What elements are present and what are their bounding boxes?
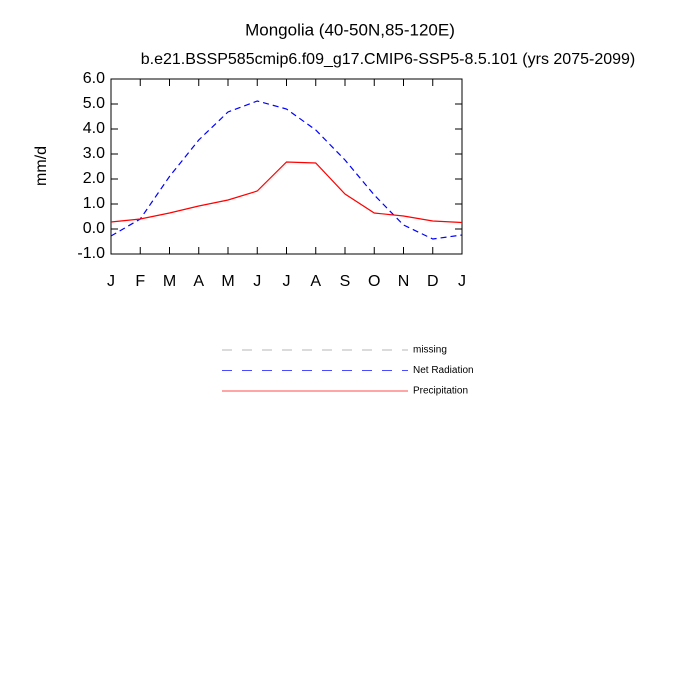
y-tick-label: 1.0 [83, 195, 105, 212]
x-tick-label: M [221, 273, 234, 290]
y-tick-label: 5.0 [83, 95, 105, 112]
x-tick-label: J [283, 273, 291, 290]
chart-title: Mongolia (40-50N,85-120E) [245, 20, 455, 39]
y-tick-label: -1.0 [77, 245, 105, 262]
y-tick-label: 2.0 [83, 170, 105, 187]
x-tick-label: F [135, 273, 145, 290]
x-tick-label: D [427, 273, 439, 290]
x-tick-label: A [310, 273, 321, 290]
y-tick-label: 4.0 [83, 120, 105, 137]
legend-label: Net Radiation [413, 365, 474, 376]
y-tick-label: 3.0 [83, 145, 105, 162]
x-tick-label: J [253, 273, 261, 290]
x-tick-label: J [458, 273, 466, 290]
y-axis-label: mm/d [33, 146, 50, 186]
legend-label: missing [413, 345, 447, 356]
series-line [110, 100, 463, 240]
y-tick-label: 6.0 [83, 70, 105, 87]
chart-subtitle: b.e21.BSSP585cmip6.f09_g17.CMIP6-SSP5-8.… [141, 51, 636, 68]
legend-label: Precipitation [413, 386, 468, 397]
x-tick-label: S [340, 273, 351, 290]
x-tick-label: O [368, 273, 380, 290]
x-tick-label: J [107, 273, 115, 290]
x-tick-label: M [163, 273, 176, 290]
x-tick-label: A [193, 273, 204, 290]
series-line [110, 161, 463, 224]
y-tick-label: 0.0 [83, 220, 105, 237]
plot-frame [110, 78, 463, 255]
x-tick-label: N [398, 273, 410, 290]
